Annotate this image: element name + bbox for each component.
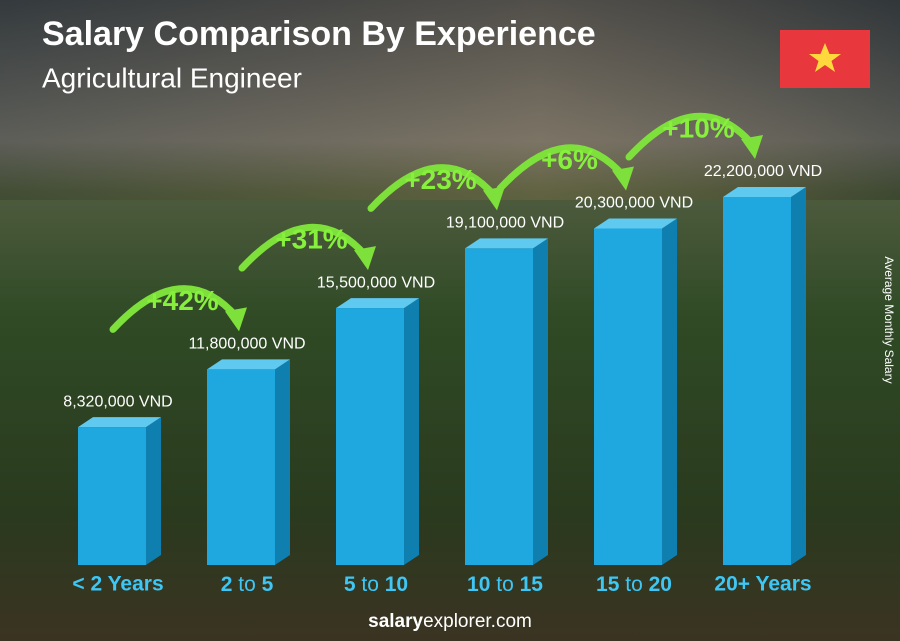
bar-side [404, 298, 419, 565]
bar [336, 298, 419, 565]
arrow-arc [238, 223, 370, 272]
bar-front [78, 427, 146, 565]
increase-label: +42% [146, 285, 218, 316]
flag-star [809, 43, 841, 72]
bar-side [791, 187, 806, 565]
chart-title: Salary Comparison By Experience [42, 15, 596, 53]
bar-front [336, 308, 404, 565]
x-tick-part: 5 [262, 573, 274, 596]
value-label: 19,100,000 VND [446, 215, 564, 232]
bar-top [78, 417, 161, 428]
increase-label: +31% [275, 223, 347, 254]
increase-arrow [238, 223, 376, 272]
x-tick-label: 10 to 15 [467, 573, 543, 596]
bar [78, 417, 161, 565]
chart-subtitle: Agricultural Engineer [42, 62, 302, 93]
x-tick-part: 10 [467, 573, 490, 596]
x-tick-part: 20 [649, 573, 672, 596]
bar [207, 359, 290, 565]
bar-top [207, 359, 290, 370]
bar [465, 238, 548, 565]
bar-front [594, 228, 662, 566]
x-tick-part: 2 [221, 573, 233, 596]
arrow-head [612, 166, 634, 191]
footer-bold: salary [368, 611, 423, 632]
footer: salaryexplorer.com [368, 611, 532, 632]
bar [594, 218, 677, 566]
bar-side [275, 359, 290, 565]
x-tick-part: to [619, 573, 648, 596]
x-tick-part: 5 [344, 573, 356, 596]
bar-top [723, 187, 806, 197]
bar-front [723, 197, 791, 565]
increase-label: +23% [404, 164, 476, 195]
arrow-arc [496, 144, 628, 192]
value-label: 11,800,000 VND [188, 336, 305, 353]
arrow-arc [109, 285, 241, 333]
increase-arrow [109, 285, 247, 333]
increase-label: +6% [541, 144, 598, 175]
x-tick-part: 15 [520, 573, 544, 596]
arrow-head [225, 307, 247, 332]
flag [780, 30, 870, 88]
increase-label: +10% [662, 112, 734, 143]
x-tick-part: to [232, 573, 261, 596]
value-label: 20,300,000 VND [575, 195, 693, 212]
arrow-arc [367, 164, 499, 212]
value-label: 22,200,000 VND [704, 163, 822, 180]
x-tick-part: to [490, 573, 519, 596]
bar-front [207, 369, 275, 565]
arrow-head [741, 135, 763, 159]
bar-top [594, 218, 677, 229]
increase-arrow [367, 164, 505, 212]
bar-side [146, 417, 161, 565]
value-label: 15,500,000 VND [317, 274, 435, 291]
x-tick-label: 20+ Years [714, 573, 811, 596]
x-tick-label: 5 to 10 [344, 573, 408, 596]
x-tick-label: 2 to 5 [221, 573, 274, 596]
bar-side [662, 218, 677, 566]
arrow-arc [625, 112, 757, 161]
x-tick-part: 10 [385, 573, 408, 596]
bar [723, 187, 806, 565]
x-tick-label: 15 to 20 [596, 573, 672, 596]
increase-arrow [625, 112, 763, 161]
footer-rest: explorer.com [423, 611, 532, 632]
x-tick-label: < 2 Years [72, 573, 163, 596]
arrow-head [354, 246, 376, 271]
bar-top [336, 298, 419, 309]
x-tick-part: to [356, 573, 385, 596]
x-tick-part: 15 [596, 573, 620, 596]
value-label: 8,320,000 VND [63, 393, 172, 410]
bar-front [465, 248, 533, 565]
y-axis-label: Average Monthly Salary [882, 256, 896, 383]
increase-arrow [496, 144, 634, 192]
bar-side [533, 238, 548, 565]
arrow-head [483, 186, 505, 211]
bar-top [465, 238, 548, 249]
